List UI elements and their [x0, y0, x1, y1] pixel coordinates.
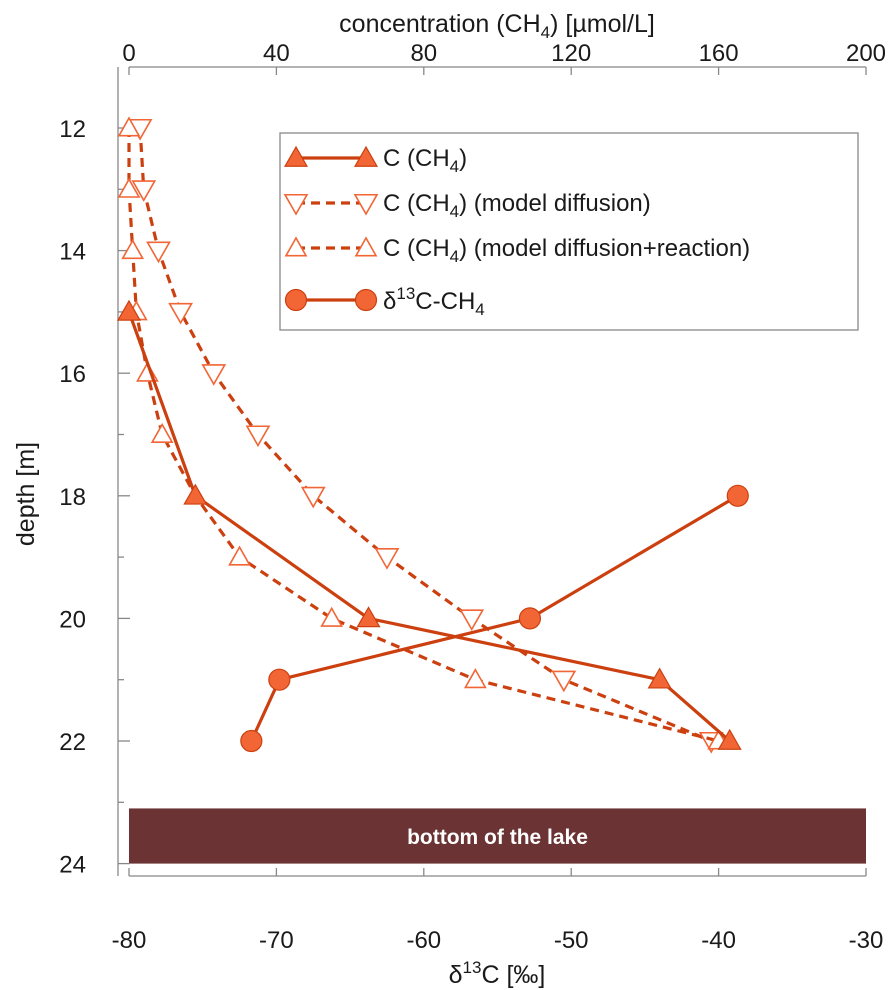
legend-items: C (CH4) C (CH4) (model diffusion) C (CH4… — [283, 145, 750, 319]
lake-bottom-bar — [129, 808, 866, 864]
top-axis-ticks: 0 40 80 120 160 200 — [122, 40, 886, 75]
depth-axis-title: depth [m] — [12, 442, 40, 546]
legend-marker — [283, 193, 309, 216]
top-tick-label: 200 — [846, 40, 886, 67]
data-point — [168, 302, 193, 325]
data-point — [726, 484, 749, 507]
data-point — [183, 483, 208, 505]
depth-tick-label: 12 — [59, 116, 86, 143]
data-point — [356, 606, 381, 628]
data-point — [320, 606, 344, 627]
data-point — [300, 486, 326, 509]
series-1 — [127, 118, 724, 754]
legend-marker — [354, 288, 378, 312]
legend: C (CH4) C (CH4) (model diffusion) C (CH4… — [279, 132, 859, 331]
top-tick-label: 40 — [263, 40, 290, 67]
top-axis-title: concentration (CH4) [µmol/L] — [339, 10, 655, 42]
series-line — [249, 494, 739, 742]
data-point — [464, 668, 487, 689]
top-tick-label: 120 — [551, 40, 591, 67]
legend-marker — [353, 193, 379, 216]
data-point — [117, 177, 141, 198]
bottom-tick-label: -60 — [406, 927, 441, 954]
depth-axis-ticks: 12 14 16 18 20 22 24 — [59, 116, 130, 879]
data-point — [717, 728, 742, 750]
legend-marker — [353, 145, 379, 167]
data-point — [116, 299, 142, 321]
series-layer — [116, 116, 749, 754]
data-point — [374, 548, 400, 570]
data-point — [245, 425, 271, 448]
depth-tick-label: 20 — [59, 606, 86, 633]
lake-bottom-group: bottom of the lake — [129, 808, 866, 864]
data-point — [459, 609, 485, 632]
legend-label-model-diffusion: C (CH4) (model diffusion) — [383, 190, 651, 221]
data-point — [150, 422, 174, 444]
bottom-tick-label: -50 — [554, 927, 589, 954]
data-point — [228, 545, 251, 566]
bottom-tick-label: -30 — [849, 927, 884, 954]
data-point — [146, 241, 171, 264]
top-tick-label: 160 — [699, 40, 739, 67]
data-point — [121, 238, 145, 260]
data-point — [268, 668, 291, 691]
legend-marker — [284, 236, 308, 257]
series-3 — [240, 484, 749, 753]
legend-marker — [284, 288, 308, 312]
depth-tick-label: 18 — [59, 484, 86, 511]
data-point — [551, 670, 577, 693]
bottom-axis-title: δ13C [‰] — [449, 958, 546, 989]
legend-marker — [283, 145, 309, 167]
legend-label-c-ch4: C (CH4) — [383, 145, 467, 176]
data-point — [201, 364, 227, 386]
lake-bottom-label: bottom of the lake — [407, 826, 588, 849]
depth-tick-label: 14 — [59, 239, 86, 266]
legend-marker — [354, 236, 378, 257]
data-point — [240, 729, 263, 753]
depth-tick-label: 16 — [59, 361, 86, 388]
series-0 — [116, 299, 742, 750]
data-point — [647, 667, 672, 689]
bottom-tick-label: -40 — [701, 927, 736, 954]
depth-tick-label: 22 — [59, 729, 86, 756]
top-tick-label: 80 — [410, 40, 437, 67]
legend-label-model-diffusion-reaction: C (CH4) (model diffusion+reaction) — [383, 235, 750, 266]
top-tick-label: 0 — [122, 40, 135, 67]
depth-tick-label: 24 — [59, 852, 86, 879]
legend-label-d13c-ch4: δ13C-CH4 — [383, 284, 485, 319]
series-line — [127, 128, 719, 743]
bottom-axis-ticks: -80 -70 -60 -50 -40 -30 — [112, 868, 884, 954]
bottom-tick-label: -80 — [112, 927, 147, 954]
data-point — [518, 607, 542, 630]
data-point — [131, 180, 157, 202]
bottom-tick-label: -70 — [259, 927, 294, 954]
data-point — [117, 116, 141, 137]
